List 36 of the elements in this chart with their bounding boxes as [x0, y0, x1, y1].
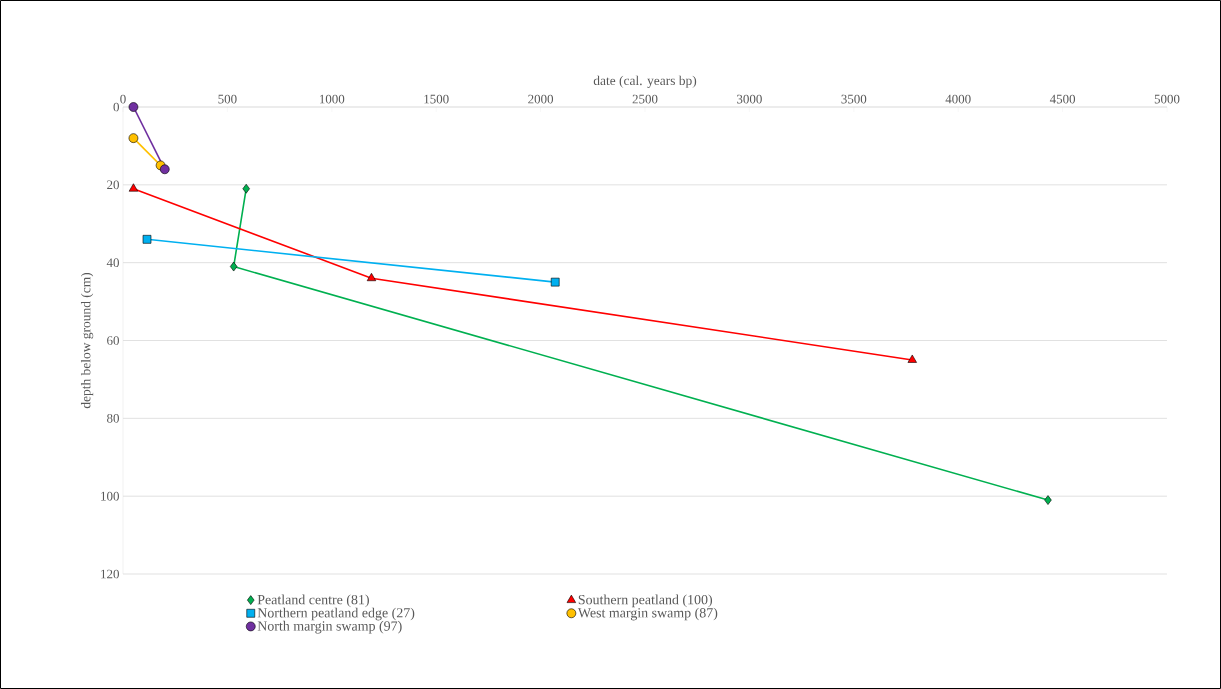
legend-label: North margin swamp (97) — [257, 620, 402, 634]
point — [142, 235, 152, 244]
x-tick-label: 1500 — [424, 94, 449, 104]
point — [128, 133, 139, 143]
x-tick-label: 500 — [218, 94, 237, 104]
y-tick-label: 20 — [107, 180, 119, 190]
point — [229, 261, 238, 272]
y-tick-label: 60 — [107, 336, 119, 345]
y-tick-label: 40 — [106, 258, 119, 268]
x-tick-label: 5000 — [1154, 94, 1180, 104]
point — [1044, 495, 1052, 505]
point — [242, 183, 250, 194]
y-tick-label: 100 — [101, 491, 119, 501]
x-axis-title: date (cal. years bp) — [593, 75, 697, 88]
y-tick-label: 0 — [113, 102, 119, 112]
point — [159, 164, 170, 175]
x-tick-label: 1000 — [319, 94, 345, 104]
x-tick-label: 4000 — [945, 94, 971, 104]
x-tick-label: 2000 — [528, 94, 554, 104]
point — [366, 272, 377, 282]
y-tick-label: 120 — [101, 569, 119, 579]
point — [128, 102, 139, 112]
legend-label: West margin swamp (87) — [577, 607, 718, 621]
y-tick-label: 80 — [107, 413, 119, 423]
x-tick-label: 0 — [120, 94, 126, 104]
x-tick-label: 3000 — [737, 94, 762, 104]
legend-label: Peatland centre (81) — [257, 594, 369, 608]
x-tick-label: 3500 — [841, 94, 867, 104]
y-axis-title: depth below ground (cm) — [80, 272, 94, 409]
legend-label: Southern peatland (100) — [578, 594, 713, 608]
legend-label: Northern peatland edge (27) — [257, 607, 415, 621]
point — [550, 277, 560, 287]
point — [907, 354, 917, 363]
x-tick-label: 4500 — [1049, 94, 1076, 104]
x-tick-label: 2500 — [632, 94, 658, 104]
point — [128, 183, 139, 192]
